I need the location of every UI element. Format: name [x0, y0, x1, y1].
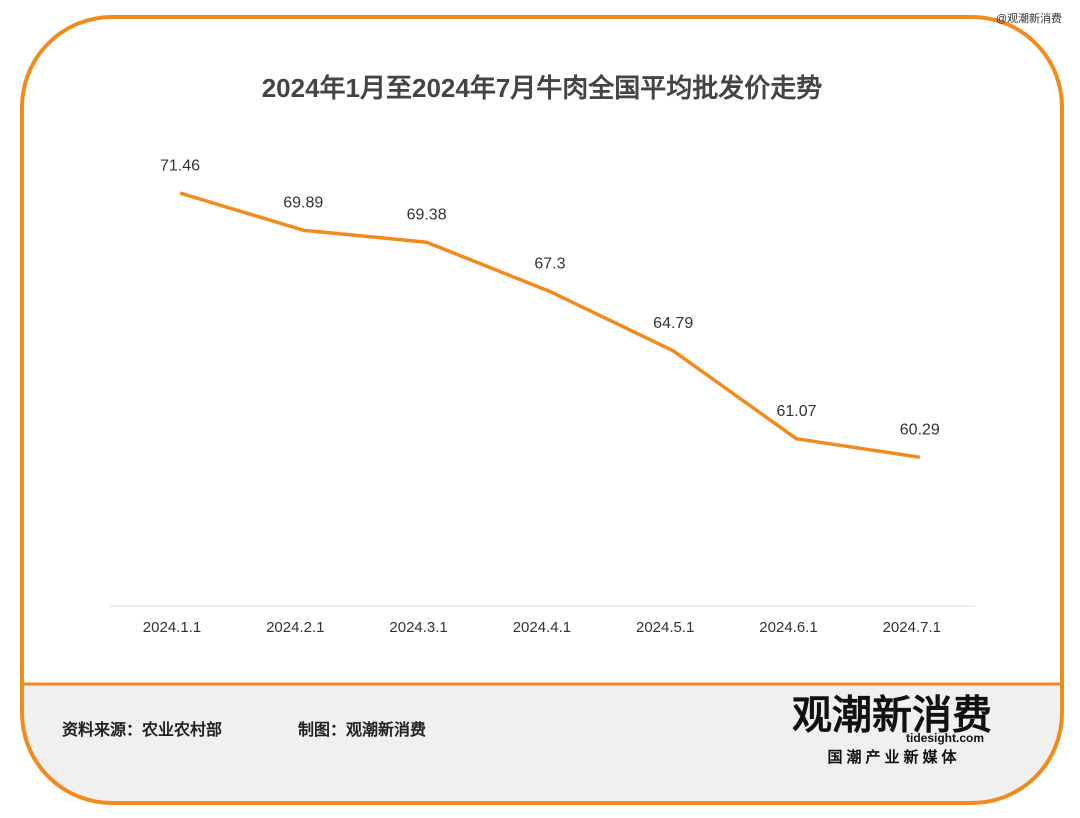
- x-tick-label: 2024.2.1: [266, 619, 324, 636]
- data-label: 69.89: [283, 194, 323, 211]
- x-tick-label: 2024.5.1: [636, 619, 694, 636]
- logo-tagline: 国潮产业新媒体: [827, 748, 960, 766]
- data-label: 67.3: [534, 256, 565, 273]
- footer-band: [22, 684, 1062, 803]
- x-tick-label: 2024.3.1: [389, 619, 447, 636]
- logo: 观潮新消费: [792, 694, 992, 738]
- chart-title: 2024年1月至2024年7月牛肉全国平均批发价走势: [262, 73, 823, 103]
- line: [179, 191, 921, 459]
- x-tick-label: 2024.6.1: [759, 619, 817, 636]
- frame: [20, 15, 1064, 805]
- handle: @观潮新消费: [996, 11, 1062, 25]
- x-tick-label: 2024.1.1: [143, 619, 201, 636]
- credit: 制图：观潮新消费: [298, 720, 426, 739]
- source: 资料来源：农业农村部: [62, 720, 222, 739]
- data-label: 69.38: [407, 206, 447, 223]
- data-label: 64.79: [653, 315, 693, 332]
- x-tick-label: 2024.7.1: [883, 619, 941, 636]
- data-label: 71.46: [160, 157, 200, 174]
- data-label: 60.29: [900, 421, 940, 438]
- x-tick-label: 2024.4.1: [513, 619, 571, 636]
- logo-site: tidesight.com: [906, 731, 984, 745]
- data-label: 61.07: [776, 403, 816, 420]
